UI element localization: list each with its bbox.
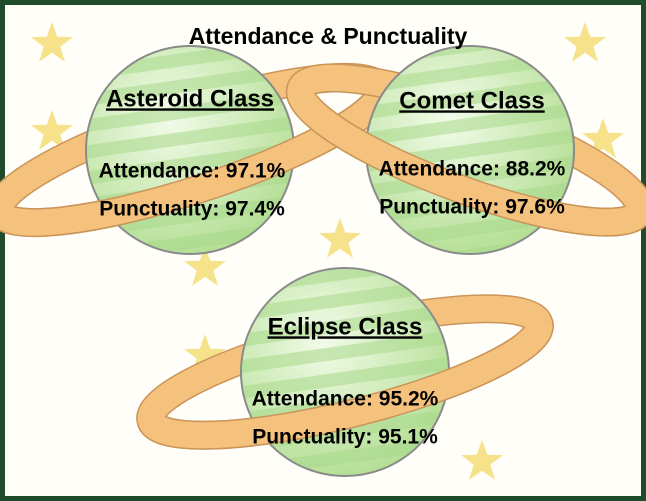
punctuality: Punctuality: 97.4% [99,198,285,221]
class-name: Comet Class [399,87,544,114]
title: Attendance & Punctuality [189,23,468,49]
punctuality: Punctuality: 95.1% [252,426,438,449]
class-name: Asteroid Class [106,85,274,112]
attendance: Attendance: 88.2% [379,158,566,181]
poster: Attendance & Punctuality Asteroid Class … [0,0,646,501]
attendance: Attendance: 95.2% [252,388,439,411]
attendance: Attendance: 97.1% [99,160,286,183]
punctuality: Punctuality: 97.6% [379,196,565,219]
class-name: Eclipse Class [268,313,423,340]
